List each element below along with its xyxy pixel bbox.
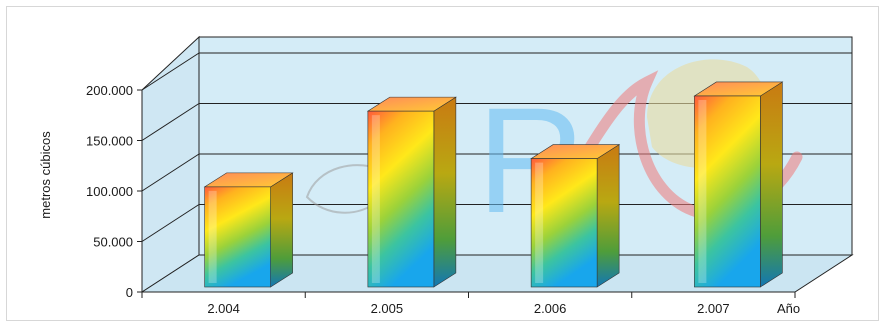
- bar-front-face: [694, 95, 761, 288]
- y-tick-label: 200.000: [86, 83, 133, 98]
- y-tick-label: 50.000: [93, 235, 133, 250]
- x-axis-title: Año: [777, 301, 800, 316]
- bar-highlight: [535, 162, 544, 283]
- x-tick-label: 2.005: [371, 301, 404, 316]
- bar-2.004: [203, 172, 294, 288]
- bar-highlight: [208, 190, 217, 283]
- gridline-side: [141, 103, 200, 141]
- bar-side-face: [433, 96, 457, 288]
- y-axis-title: metros cúbicos: [38, 131, 53, 219]
- bar-highlight: [698, 99, 707, 283]
- side-wall: [141, 35, 200, 293]
- y-tick-label: 100.000: [86, 184, 133, 199]
- bar-2.006: [530, 144, 621, 288]
- bar-front-face: [204, 186, 271, 288]
- bar-front-face: [530, 158, 598, 288]
- x-tick-label: 2.004: [207, 301, 240, 316]
- bar-side-face: [596, 144, 620, 288]
- bar-front-face: [367, 110, 435, 288]
- bar-side-face: [760, 81, 783, 288]
- x-tick-label: 2.007: [697, 301, 730, 316]
- y-tick-labels: 0 50.000 100.000 150.000 200.000: [86, 83, 142, 300]
- gridline-side: [141, 204, 200, 242]
- x-tick-label: 2.006: [534, 301, 567, 316]
- bar-side-face: [270, 172, 293, 288]
- gridline-side: [141, 153, 200, 192]
- x-tick-labels: 2.004 2.005 2.006 2.007: [141, 292, 796, 316]
- y-tick-label: 150.000: [86, 134, 133, 149]
- gridline-side: [141, 52, 200, 91]
- y-tick-label: 0: [126, 285, 133, 300]
- bar-2.005: [366, 96, 457, 288]
- bars: [203, 81, 784, 288]
- bar-2.007: [693, 81, 784, 288]
- bar-highlight: [371, 115, 380, 283]
